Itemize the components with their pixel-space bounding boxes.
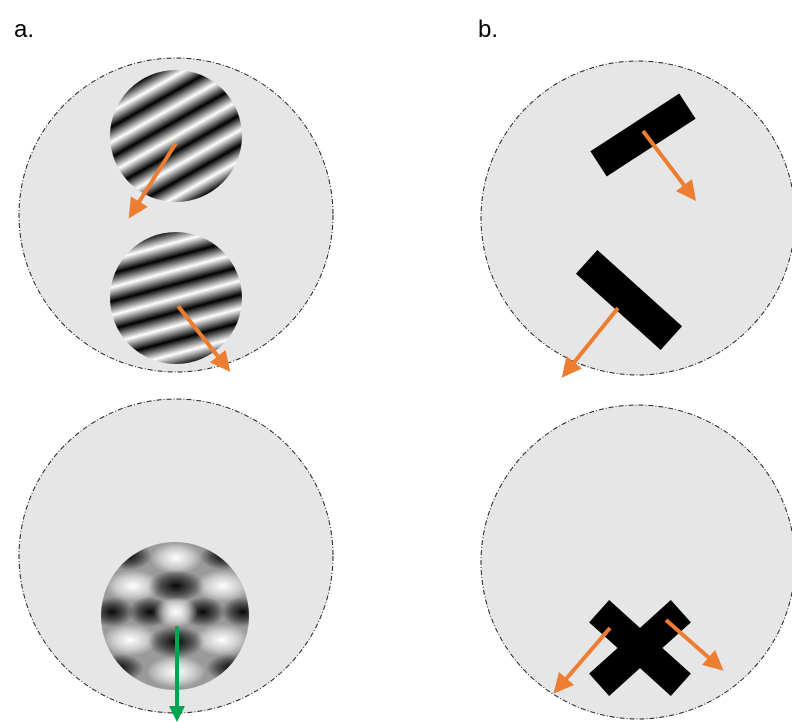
panel-b-top: [480, 60, 792, 378]
aperture-circle: [480, 60, 792, 376]
grating-lower: [110, 232, 242, 364]
panel-a-label: a.: [14, 16, 35, 43]
panel-b-bottom: [480, 404, 792, 720]
motion-arrow-upper: [641, 129, 697, 201]
motion-arrow-lower: [176, 304, 231, 372]
motion-arrow-upper: [128, 141, 178, 219]
aperture-circle: [480, 404, 792, 720]
motion-arrow-left: [553, 626, 612, 694]
panel-b-label: b.: [478, 16, 499, 43]
aperture-circle: [18, 57, 334, 373]
grating-upper: [110, 70, 242, 202]
motion-arrow-lower: [561, 306, 620, 378]
panel-a-bottom: [18, 398, 334, 722]
bar-lower: [575, 249, 683, 351]
cross-bar-2: [589, 600, 691, 696]
panel-a-top: [18, 57, 334, 373]
motion-arrow-right: [664, 618, 724, 671]
bar-upper: [590, 93, 696, 177]
